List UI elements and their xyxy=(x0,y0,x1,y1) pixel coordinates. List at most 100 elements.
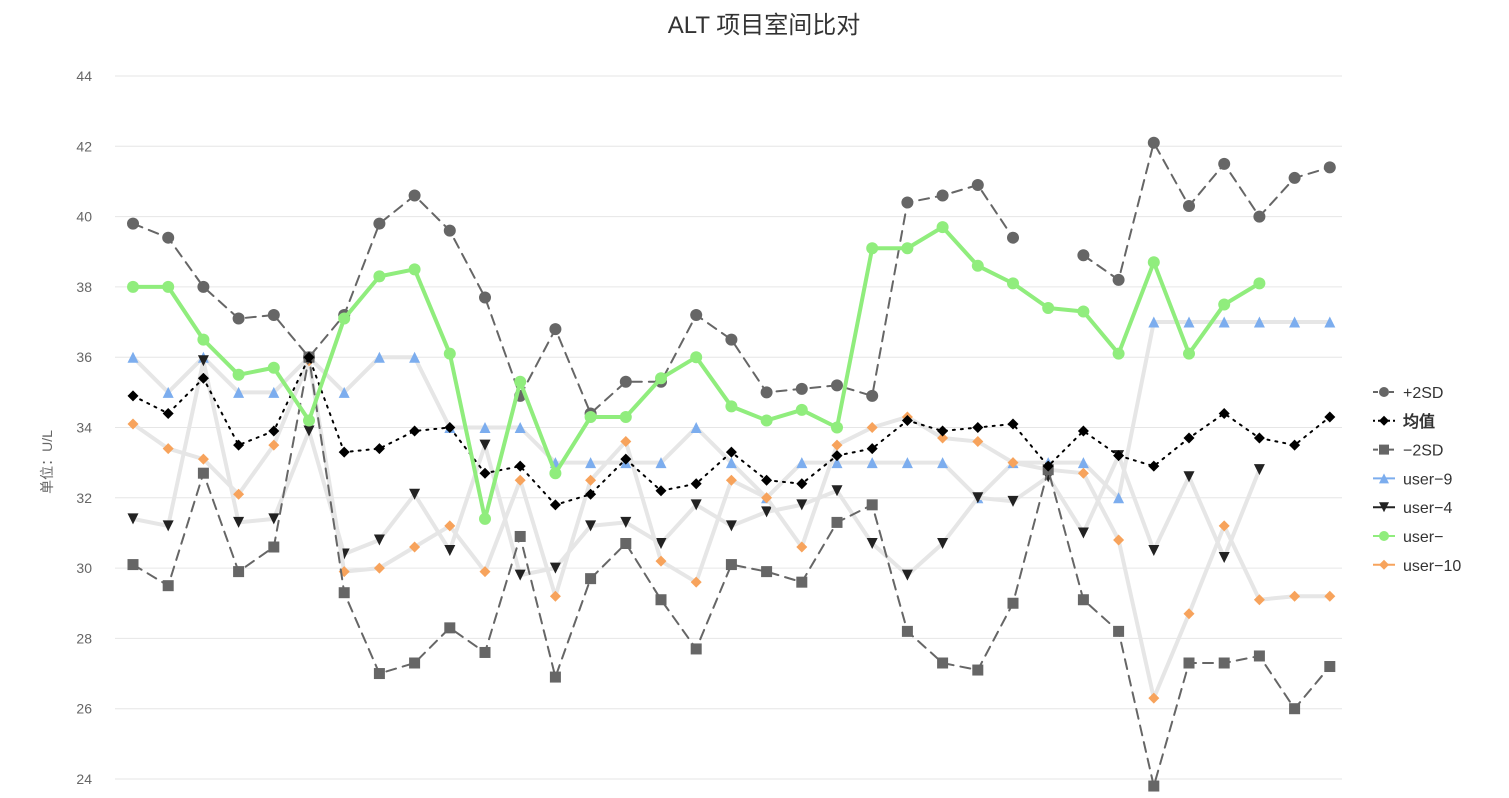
data-point[interactable] xyxy=(972,492,984,504)
data-point[interactable] xyxy=(937,425,949,437)
data-point[interactable] xyxy=(549,499,561,511)
data-point[interactable] xyxy=(197,355,209,367)
data-point[interactable] xyxy=(585,573,597,585)
data-point[interactable] xyxy=(901,625,913,637)
data-point[interactable] xyxy=(197,453,209,465)
data-point[interactable] xyxy=(1148,692,1160,704)
data-point[interactable] xyxy=(233,566,245,578)
legend[interactable]: +2SD 均值 −2SD user−9 user−4 user− user−10 xyxy=(1373,385,1461,575)
data-point[interactable] xyxy=(127,513,139,525)
data-point[interactable] xyxy=(937,537,949,549)
data-point[interactable] xyxy=(1007,418,1019,430)
data-point[interactable] xyxy=(443,347,456,360)
data-point[interactable] xyxy=(725,400,738,413)
data-point[interactable] xyxy=(409,541,421,553)
data-point[interactable] xyxy=(514,530,526,542)
data-point[interactable] xyxy=(866,389,879,402)
data-point[interactable] xyxy=(1289,439,1301,451)
data-point[interactable] xyxy=(409,351,421,363)
data-point[interactable] xyxy=(1324,661,1336,673)
data-point[interactable] xyxy=(690,478,702,490)
data-point[interactable] xyxy=(620,516,632,528)
data-point[interactable] xyxy=(796,541,808,553)
data-point[interactable] xyxy=(1218,157,1231,170)
data-point[interactable] xyxy=(303,351,315,363)
data-point[interactable] xyxy=(1113,492,1125,504)
data-point[interactable] xyxy=(1113,534,1125,546)
data-point[interactable] xyxy=(268,425,280,437)
data-point[interactable] xyxy=(514,460,526,472)
data-point[interactable] xyxy=(1288,171,1301,184)
data-point[interactable] xyxy=(1324,316,1336,328)
data-point[interactable] xyxy=(233,386,245,398)
data-point[interactable] xyxy=(655,537,667,549)
data-point[interactable] xyxy=(1077,467,1089,479)
data-point[interactable] xyxy=(127,418,139,430)
data-point[interactable] xyxy=(619,375,632,388)
data-point[interactable] xyxy=(197,372,209,384)
data-point[interactable] xyxy=(232,312,245,325)
data-point[interactable] xyxy=(338,312,351,325)
data-point[interactable] xyxy=(937,457,949,469)
data-point[interactable] xyxy=(373,668,385,680)
data-point[interactable] xyxy=(1007,231,1019,244)
data-point[interactable] xyxy=(1042,301,1055,314)
data-point[interactable] xyxy=(1077,305,1090,318)
data-point[interactable] xyxy=(162,520,174,532)
data-point[interactable] xyxy=(1324,411,1336,423)
data-point[interactable] xyxy=(162,407,174,419)
data-point[interactable] xyxy=(725,446,737,458)
data-point[interactable] xyxy=(233,488,245,500)
data-point[interactable] xyxy=(655,485,667,497)
data-point[interactable] xyxy=(127,559,139,571)
data-point[interactable] xyxy=(1289,316,1301,328)
data-point[interactable] xyxy=(1112,273,1125,286)
legend-item[interactable]: −2SD xyxy=(1373,443,1443,460)
data-point[interactable] xyxy=(479,439,491,451)
data-point[interactable] xyxy=(620,436,632,448)
data-point[interactable] xyxy=(268,513,280,525)
data-point[interactable] xyxy=(585,457,597,469)
data-point[interactable] xyxy=(971,178,984,191)
data-point[interactable] xyxy=(268,541,280,553)
data-point[interactable] xyxy=(690,643,702,655)
data-point[interactable] xyxy=(373,270,386,283)
data-point[interactable] xyxy=(338,587,350,599)
data-point[interactable] xyxy=(1007,277,1019,290)
data-point[interactable] xyxy=(936,189,949,202)
legend-item[interactable]: +2SD xyxy=(1373,385,1443,402)
data-point[interactable] xyxy=(373,534,385,546)
data-point[interactable] xyxy=(444,422,456,433)
data-point[interactable] xyxy=(655,457,667,469)
data-point[interactable] xyxy=(549,671,561,683)
data-point[interactable] xyxy=(690,351,703,364)
data-point[interactable] xyxy=(479,291,491,304)
data-point[interactable] xyxy=(796,576,808,588)
data-point[interactable] xyxy=(901,196,914,209)
data-point[interactable] xyxy=(831,421,843,434)
data-point[interactable] xyxy=(831,457,843,469)
data-point[interactable] xyxy=(690,422,702,433)
data-point[interactable] xyxy=(1147,256,1160,269)
data-point[interactable] xyxy=(1218,552,1230,564)
data-point[interactable] xyxy=(1042,460,1054,472)
data-point[interactable] xyxy=(866,422,878,433)
data-point[interactable] xyxy=(479,566,491,578)
data-point[interactable] xyxy=(1148,780,1160,792)
data-point[interactable] xyxy=(1218,407,1230,419)
data-point[interactable] xyxy=(1218,520,1230,532)
data-point[interactable] xyxy=(761,566,773,578)
data-point[interactable] xyxy=(268,439,280,451)
data-point[interactable] xyxy=(373,562,385,574)
data-point[interactable] xyxy=(1218,657,1230,669)
data-point[interactable] xyxy=(1183,657,1195,669)
data-point[interactable] xyxy=(761,506,773,518)
data-point[interactable] xyxy=(725,474,737,486)
data-point[interactable] xyxy=(162,580,174,592)
data-point[interactable] xyxy=(620,453,632,465)
data-point[interactable] xyxy=(549,590,561,602)
data-point[interactable] xyxy=(303,425,315,437)
data-point[interactable] xyxy=(831,450,843,462)
data-point[interactable] xyxy=(232,368,245,381)
data-point[interactable] xyxy=(1183,471,1195,483)
